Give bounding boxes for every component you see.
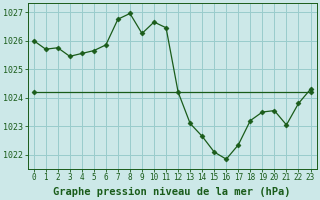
X-axis label: Graphe pression niveau de la mer (hPa): Graphe pression niveau de la mer (hPa) bbox=[53, 186, 291, 197]
